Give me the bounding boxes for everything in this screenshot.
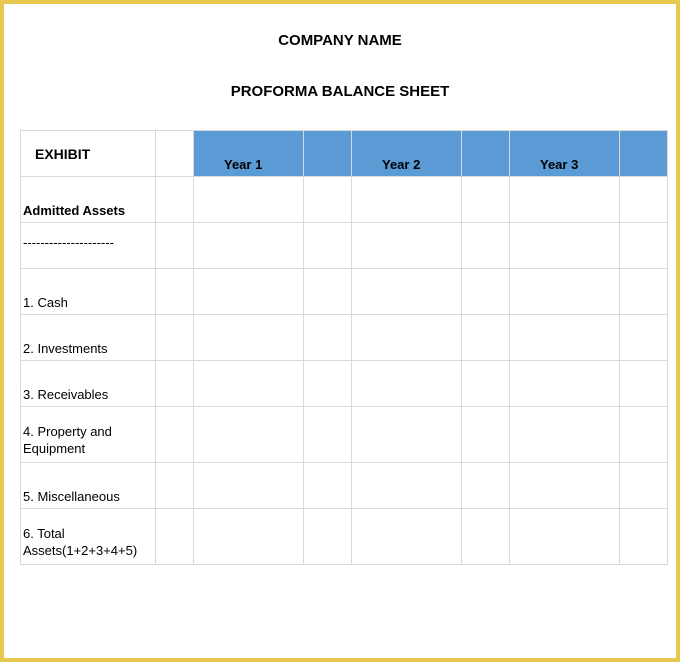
cell <box>304 223 352 269</box>
header: COMPANY NAME PROFORMA BALANCE SHEET <box>4 4 676 100</box>
row-label: 1. Cash <box>21 269 156 315</box>
cell <box>156 315 194 361</box>
cell <box>156 407 194 463</box>
cell <box>156 361 194 407</box>
cell <box>352 223 462 269</box>
table-row: 3. Receivables <box>21 361 668 407</box>
cell <box>304 407 352 463</box>
cell <box>304 269 352 315</box>
balance-sheet-table: EXHIBIT Year 1 Year 2 Year 3 Admitted As… <box>20 130 668 565</box>
cell <box>156 269 194 315</box>
year-header-3: Year 3 <box>510 131 620 177</box>
section-label: Admitted Assets <box>21 177 156 223</box>
exhibit-label: EXHIBIT <box>21 131 156 177</box>
year-header-3-gap <box>620 131 668 177</box>
row-label: 2. Investments <box>21 315 156 361</box>
cell <box>462 177 510 223</box>
dash-row: --------------------- <box>21 223 668 269</box>
cell <box>462 223 510 269</box>
cell <box>352 407 462 463</box>
balance-sheet-table-wrap: EXHIBIT Year 1 Year 2 Year 3 Admitted As… <box>4 130 676 565</box>
cell <box>462 407 510 463</box>
cell <box>194 463 304 509</box>
row-label: 4. Property and Equipment <box>21 407 156 463</box>
cell <box>510 177 620 223</box>
cell <box>352 463 462 509</box>
year-header-1-gap <box>304 131 352 177</box>
cell <box>352 269 462 315</box>
cell <box>156 509 194 565</box>
cell <box>194 407 304 463</box>
cell <box>510 269 620 315</box>
cell <box>620 509 668 565</box>
row-label: 3. Receivables <box>21 361 156 407</box>
cell <box>352 361 462 407</box>
cell <box>510 407 620 463</box>
cell <box>194 269 304 315</box>
cell <box>510 315 620 361</box>
cell <box>194 361 304 407</box>
table-row: 5. Miscellaneous <box>21 463 668 509</box>
table-row: 6. Total Assets(1+2+3+4+5) <box>21 509 668 565</box>
cell <box>352 315 462 361</box>
cell <box>620 177 668 223</box>
cell <box>194 223 304 269</box>
cell <box>510 509 620 565</box>
row-label: 6. Total Assets(1+2+3+4+5) <box>21 509 156 565</box>
document-frame: COMPANY NAME PROFORMA BALANCE SHEET EXHI… <box>0 0 680 662</box>
cell <box>304 177 352 223</box>
cell <box>462 361 510 407</box>
cell <box>510 361 620 407</box>
table-row: 1. Cash <box>21 269 668 315</box>
cell <box>620 407 668 463</box>
cell <box>194 509 304 565</box>
table-row: 2. Investments <box>21 315 668 361</box>
cell <box>156 223 194 269</box>
year-header-1: Year 1 <box>194 131 304 177</box>
company-name: COMPANY NAME <box>4 32 676 49</box>
section-row: Admitted Assets <box>21 177 668 223</box>
header-gap <box>156 131 194 177</box>
cell <box>304 463 352 509</box>
cell <box>510 223 620 269</box>
cell <box>304 315 352 361</box>
document-subtitle: PROFORMA BALANCE SHEET <box>4 83 676 100</box>
dash-cell: --------------------- <box>21 223 156 269</box>
cell <box>620 315 668 361</box>
cell <box>352 177 462 223</box>
row-label: 5. Miscellaneous <box>21 463 156 509</box>
cell <box>620 269 668 315</box>
cell <box>462 463 510 509</box>
table-header-row: EXHIBIT Year 1 Year 2 Year 3 <box>21 131 668 177</box>
cell <box>304 361 352 407</box>
cell <box>194 177 304 223</box>
table-row: 4. Property and Equipment <box>21 407 668 463</box>
cell <box>462 509 510 565</box>
cell <box>510 463 620 509</box>
year-header-2-gap <box>462 131 510 177</box>
cell <box>462 315 510 361</box>
cell <box>462 269 510 315</box>
cell <box>620 361 668 407</box>
cell <box>304 509 352 565</box>
year-header-2: Year 2 <box>352 131 462 177</box>
cell <box>352 509 462 565</box>
cell <box>156 463 194 509</box>
cell <box>620 463 668 509</box>
cell <box>194 315 304 361</box>
cell <box>620 223 668 269</box>
cell <box>156 177 194 223</box>
